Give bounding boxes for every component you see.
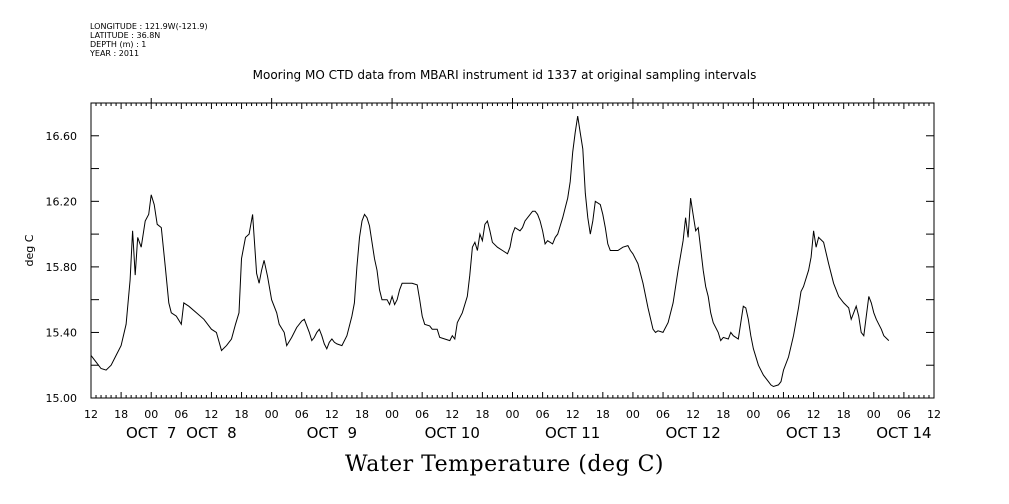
x-tick-label: 18 xyxy=(114,408,128,421)
y-tick-label: 15.40 xyxy=(46,326,78,339)
x-tick-label: 12 xyxy=(445,408,459,421)
x-tick-label: 00 xyxy=(626,408,640,421)
x-tick-label: 12 xyxy=(325,408,339,421)
x-tick-label: 00 xyxy=(385,408,399,421)
latitude-label: LATITUDE : 36.8N xyxy=(90,31,161,40)
x-tick-label: 06 xyxy=(295,408,309,421)
x-tick-label: 12 xyxy=(927,408,941,421)
x-axis-title: Water Temperature (deg C) xyxy=(345,452,664,477)
y-tick-label: 15.00 xyxy=(46,392,78,405)
x-tick-label: 06 xyxy=(656,408,670,421)
x-tick-label: 12 xyxy=(686,408,700,421)
year-label: YEAR : 2011 xyxy=(90,49,140,58)
y-tick-label: 15.80 xyxy=(46,261,78,274)
x-tick-label: 18 xyxy=(235,408,249,421)
x-day-label: OCT 13 xyxy=(786,424,841,442)
x-tick-label: 18 xyxy=(837,408,851,421)
metadata-block: LONGITUDE : 121.9W(-121.9) LATITUDE : 36… xyxy=(90,22,208,58)
x-day-label: OCT 10 xyxy=(425,424,480,442)
y-axis-label: deg C xyxy=(23,234,36,266)
longitude-label: LONGITUDE : 121.9W(-121.9) xyxy=(90,22,208,31)
x-day-label: OCT 12 xyxy=(665,424,720,442)
plot-frame xyxy=(90,102,935,399)
y-tick-label: 16.60 xyxy=(46,130,78,143)
x-day-label: OCT 11 xyxy=(545,424,600,442)
x-tick-label: 00 xyxy=(144,408,158,421)
x-tick-label: 12 xyxy=(807,408,821,421)
depth-label: DEPTH (m) : 1 xyxy=(90,40,147,49)
y-tick-label: 16.20 xyxy=(46,195,78,208)
x-tick-label: 06 xyxy=(776,408,790,421)
x-day-label: OCT 8 xyxy=(186,424,237,442)
x-day-label: OCT 7 xyxy=(126,424,177,442)
x-tick-label: 06 xyxy=(174,408,188,421)
x-tick-label: 00 xyxy=(867,408,881,421)
x-tick-label: 12 xyxy=(566,408,580,421)
x-tick-label: 00 xyxy=(746,408,760,421)
chart-title: Mooring MO CTD data from MBARI instrumen… xyxy=(252,68,757,82)
x-tick-label: 00 xyxy=(506,408,520,421)
x-tick-label: 06 xyxy=(536,408,550,421)
x-day-label: OCT 9 xyxy=(307,424,358,442)
x-tick-label: 06 xyxy=(415,408,429,421)
series-line xyxy=(90,116,890,388)
x-tick-label: 18 xyxy=(475,408,489,421)
x-tick-label: 06 xyxy=(897,408,911,421)
x-tick-label: 12 xyxy=(204,408,218,421)
x-tick-label: 12 xyxy=(84,408,98,421)
x-tick-label: 18 xyxy=(716,408,730,421)
x-tick-label: 00 xyxy=(265,408,279,421)
x-tick-label: 18 xyxy=(596,408,610,421)
x-tick-label: 18 xyxy=(355,408,369,421)
x-day-label: OCT 14 xyxy=(876,424,931,442)
